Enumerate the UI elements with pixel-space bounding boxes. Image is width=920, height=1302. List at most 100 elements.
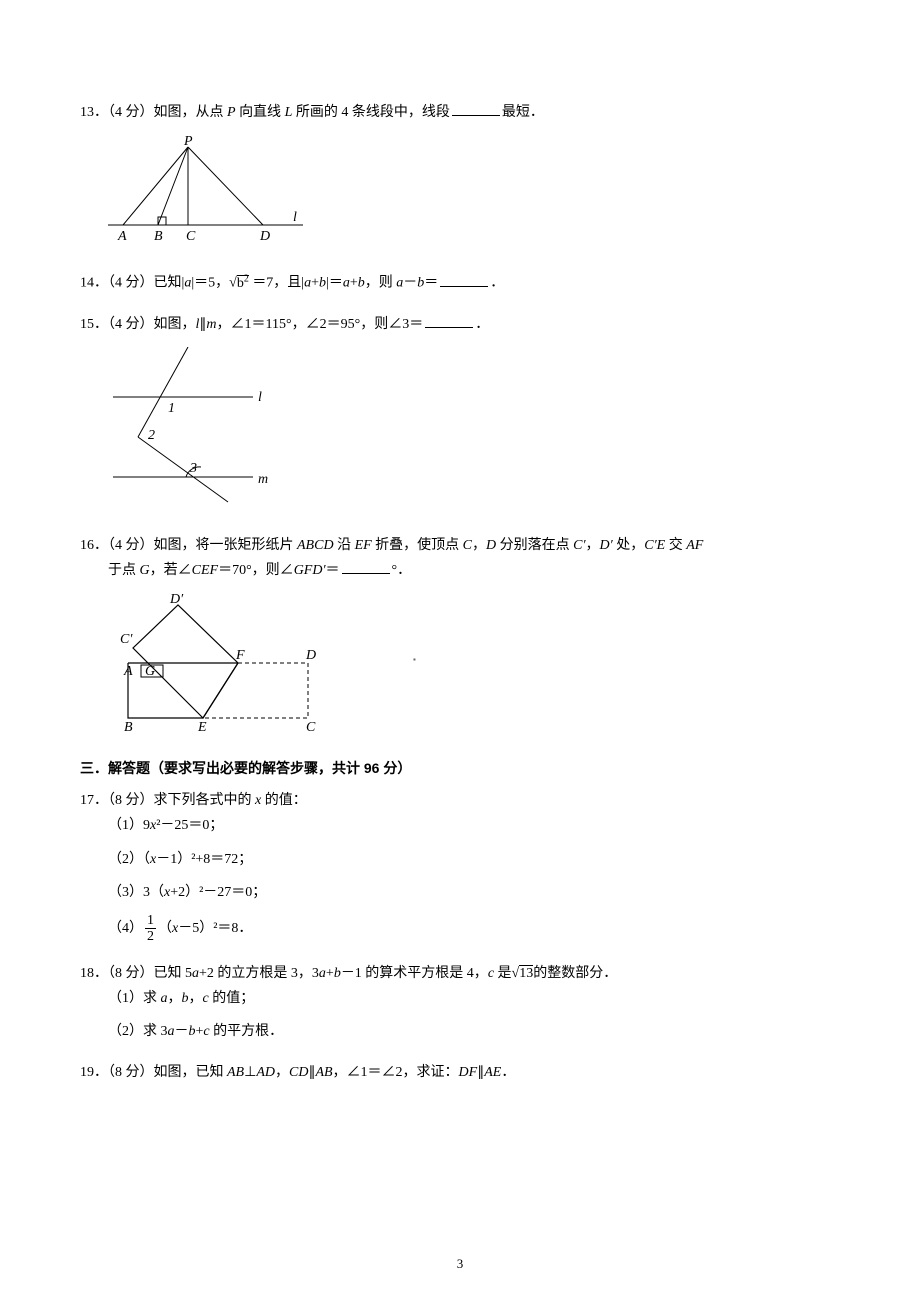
mid-mark: ▪ bbox=[413, 655, 416, 664]
q16-text-line2: 于点 G，若∠CEF＝70°，则∠GFD′＝°． bbox=[80, 558, 840, 583]
svg-text:1: 1 bbox=[168, 401, 175, 416]
q16-text: 16．（4 分）如图，将一张矩形纸片 ABCD 沿 EF 折叠，使顶点 C，D … bbox=[80, 533, 840, 558]
svg-text:m: m bbox=[258, 472, 268, 487]
q19-AB: AB bbox=[227, 1065, 244, 1080]
q17-sub1: （1）9x²－25＝0； bbox=[108, 813, 840, 838]
q16-l2a: 于点 bbox=[108, 563, 140, 578]
q16-EF: EF bbox=[355, 538, 372, 553]
q19-perp: ⊥ bbox=[244, 1065, 256, 1080]
svg-text:2: 2 bbox=[148, 428, 155, 443]
q18-plus: + bbox=[326, 966, 334, 981]
q16-t6: 交 bbox=[665, 538, 686, 553]
q15-m: m bbox=[206, 317, 216, 332]
q17-sub2: （2）（x－1）²+8＝72； bbox=[108, 847, 840, 872]
q13-t4: 最短． bbox=[502, 105, 544, 120]
q13-pts: （4 分） bbox=[108, 105, 154, 120]
q19-AD: AD bbox=[256, 1065, 275, 1080]
svg-text:E: E bbox=[197, 720, 207, 733]
q18-s1b: b bbox=[182, 991, 189, 1006]
question-18: 18．（8 分）已知 5a+2 的立方根是 3，3a+b－1 的算术平方根是 4… bbox=[80, 961, 840, 1045]
q14-eq: ＝ bbox=[424, 276, 438, 291]
page-number: 3 bbox=[0, 1256, 920, 1272]
svg-text:C: C bbox=[186, 229, 196, 244]
q14-plus2: + bbox=[350, 276, 358, 291]
q18-s1: （1）求 bbox=[108, 991, 161, 1006]
q18-sub2: （2）求 3a－b+c 的平方根． bbox=[108, 1019, 840, 1044]
q17-pts: （8 分） bbox=[108, 793, 154, 808]
svg-text:C′: C′ bbox=[120, 632, 133, 647]
q16-t5: 处， bbox=[613, 538, 645, 553]
q18-s1c1: ， bbox=[168, 991, 182, 1006]
q15-t1: 如图， bbox=[154, 317, 196, 332]
svg-text:B: B bbox=[154, 229, 163, 244]
q18-t2: +2 的立方根是 3，3 bbox=[199, 966, 319, 981]
q17-s2a: （2）（ bbox=[108, 852, 150, 867]
q16-ABCD: ABCD bbox=[297, 538, 334, 553]
q17-s3a: （3）3（ bbox=[108, 885, 164, 900]
q17-frac-den: 2 bbox=[145, 929, 156, 944]
q16-GFDp: GFD′ bbox=[294, 563, 326, 578]
q17-s4b: －5）²＝8． bbox=[178, 921, 252, 936]
q17-s3b: +2）²－27＝0； bbox=[170, 885, 266, 900]
q13-num: 13． bbox=[80, 105, 108, 120]
q19-t1: 如图，已知 bbox=[154, 1065, 228, 1080]
q14-plus: + bbox=[311, 276, 319, 291]
q15-text: 15．（4 分）如图，l∥m，∠1＝115°，∠2＝95°，则∠3＝． bbox=[80, 312, 840, 337]
q17-t: 求下列各式中的 bbox=[154, 793, 256, 808]
q16-l2b: ，若∠ bbox=[150, 563, 192, 578]
svg-text:A: A bbox=[123, 664, 133, 679]
q15-blank bbox=[425, 313, 473, 328]
q19-pts: （8 分） bbox=[108, 1065, 154, 1080]
q16-num: 16． bbox=[80, 538, 108, 553]
q18-text: 18．（8 分）已知 5a+2 的立方根是 3，3a+b－1 的算术平方根是 4… bbox=[80, 961, 840, 986]
q14-t3: |＝ bbox=[326, 276, 343, 291]
q18-s2m: － bbox=[175, 1024, 189, 1039]
q18-t3: －1 的算术平方根是 4， bbox=[341, 966, 488, 981]
svg-text:G: G bbox=[145, 664, 155, 679]
q18-s2t: 的平方根． bbox=[210, 1024, 284, 1039]
q14-eq7: ＝7，且| bbox=[249, 276, 304, 291]
svg-text:F: F bbox=[235, 648, 245, 663]
q18-t5: 的整数部分． bbox=[533, 966, 617, 981]
q17-t2: 的值： bbox=[261, 793, 307, 808]
q15-t2: ，∠1＝115°，∠2＝95°，则∠3＝ bbox=[217, 317, 424, 332]
q17-frac-num: 1 bbox=[145, 913, 156, 929]
q16-figure: A B C D E F G C′ D′ bbox=[108, 593, 840, 742]
q16-CEF: CEF bbox=[192, 563, 218, 578]
q15-svg: 1 2 3 l m bbox=[108, 347, 278, 507]
q17-subs: （1）9x²－25＝0； （2）（x－1）²+8＝72； （3）3（x+2）²－… bbox=[80, 813, 840, 944]
question-19: 19．（8 分）如图，已知 AB⊥AD，CD∥AB，∠1＝∠2，求证：DF∥AE… bbox=[80, 1060, 840, 1085]
q18-a: a bbox=[192, 966, 199, 981]
q16-C: C bbox=[463, 538, 472, 553]
q16-blank bbox=[342, 559, 390, 574]
q18-num: 18． bbox=[80, 966, 108, 981]
exam-page: 13．（4 分）如图，从点 P 向直线 L 所画的 4 条线段中，线段最短． P… bbox=[0, 0, 920, 1302]
q16-t4: 分别落在点 bbox=[496, 538, 573, 553]
q13-P: P bbox=[227, 105, 236, 120]
q18-sub1: （1）求 a，b，c 的值； bbox=[108, 986, 840, 1011]
q17-s4a: （4） bbox=[108, 921, 143, 936]
q18-t1: 已知 5 bbox=[154, 966, 193, 981]
q16-c1: ， bbox=[472, 538, 486, 553]
q19-text: 19．（8 分）如图，已知 AB⊥AD，CD∥AB，∠1＝∠2，求证：DF∥AE… bbox=[80, 1060, 840, 1085]
q17-num: 17． bbox=[80, 793, 108, 808]
q16-Cp: C′ bbox=[573, 538, 585, 553]
q16-l2d: ＝ bbox=[326, 563, 340, 578]
q15-num: 15． bbox=[80, 317, 108, 332]
q13-t3: 所画的 4 条线段中，线段 bbox=[292, 105, 450, 120]
q16-Dp: D′ bbox=[600, 538, 613, 553]
q18-pts: （8 分） bbox=[108, 966, 154, 981]
question-14: 14．（4 分）已知|a|＝5，√b2 ＝7，且|a+b|＝a+b，则 a－b＝… bbox=[80, 270, 840, 296]
q16-G: G bbox=[140, 563, 150, 578]
q18-s2: （2）求 3 bbox=[108, 1024, 168, 1039]
q18-s2a: a bbox=[168, 1024, 175, 1039]
q14-period: ． bbox=[490, 276, 504, 291]
q17-text: 17．（8 分）求下列各式中的 x 的值： bbox=[80, 788, 840, 813]
q14-t4: ，则 bbox=[365, 276, 397, 291]
q18-sqrt13-v: 13 bbox=[519, 965, 533, 981]
q16-l2c: ＝70°，则∠ bbox=[218, 563, 294, 578]
q17-s2b: －1）²+8＝72； bbox=[156, 852, 252, 867]
q14-sqrt: √b2 bbox=[229, 275, 249, 291]
q17-s4lp: （ bbox=[158, 921, 172, 936]
q14-minus: － bbox=[403, 276, 417, 291]
